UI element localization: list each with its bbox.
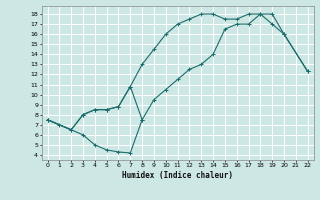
X-axis label: Humidex (Indice chaleur): Humidex (Indice chaleur) [122,171,233,180]
